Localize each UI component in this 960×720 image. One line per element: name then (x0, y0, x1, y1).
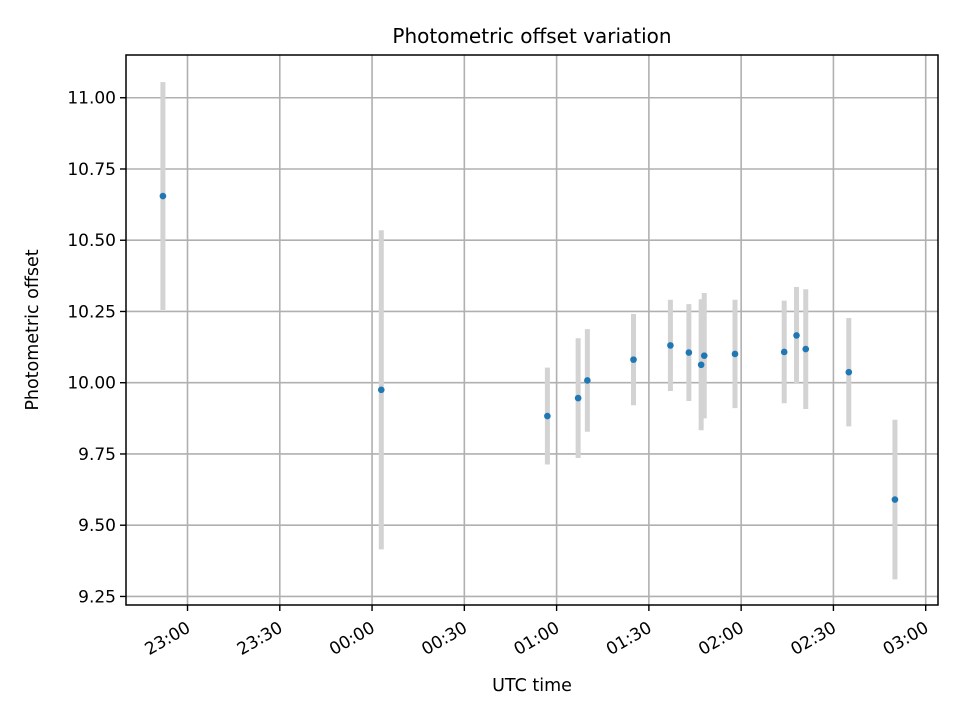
plot-frame (125, 54, 939, 606)
y-tick-label: 10.25 (67, 302, 116, 322)
y-tick-label: 10.00 (67, 374, 116, 394)
data-point (630, 356, 637, 363)
data-point (793, 332, 800, 339)
data-point (891, 496, 899, 503)
data-point (845, 368, 853, 376)
data-point (685, 349, 693, 356)
data-point (780, 348, 788, 356)
x-axis-label: UTC time (492, 676, 572, 696)
data-point (377, 386, 385, 394)
data-point (700, 352, 708, 359)
data-point (731, 350, 739, 358)
data-point (667, 342, 674, 349)
y-tick-label: 9.50 (78, 516, 116, 536)
y-tick-label: 11.00 (67, 89, 116, 109)
data-point (544, 412, 551, 420)
data-point (697, 361, 705, 369)
y-tick-label: 10.75 (67, 160, 116, 180)
data-point (574, 394, 582, 402)
grid (126, 55, 938, 605)
data-points (159, 192, 899, 503)
y-tick-label: 9.25 (78, 587, 116, 607)
chart-title: Photometric offset variation (392, 24, 671, 48)
data-point (802, 345, 810, 353)
y-tick-label: 10.50 (67, 231, 116, 251)
data-point (584, 377, 591, 384)
y-axis-label: Photometric offset (23, 249, 43, 410)
y-axis-ticks: 9.25 9.50 9.75 10.00 10.25 10.50 10.75 11.00 (67, 89, 126, 607)
data-point (159, 192, 167, 200)
y-tick-label: 9.75 (78, 445, 116, 465)
